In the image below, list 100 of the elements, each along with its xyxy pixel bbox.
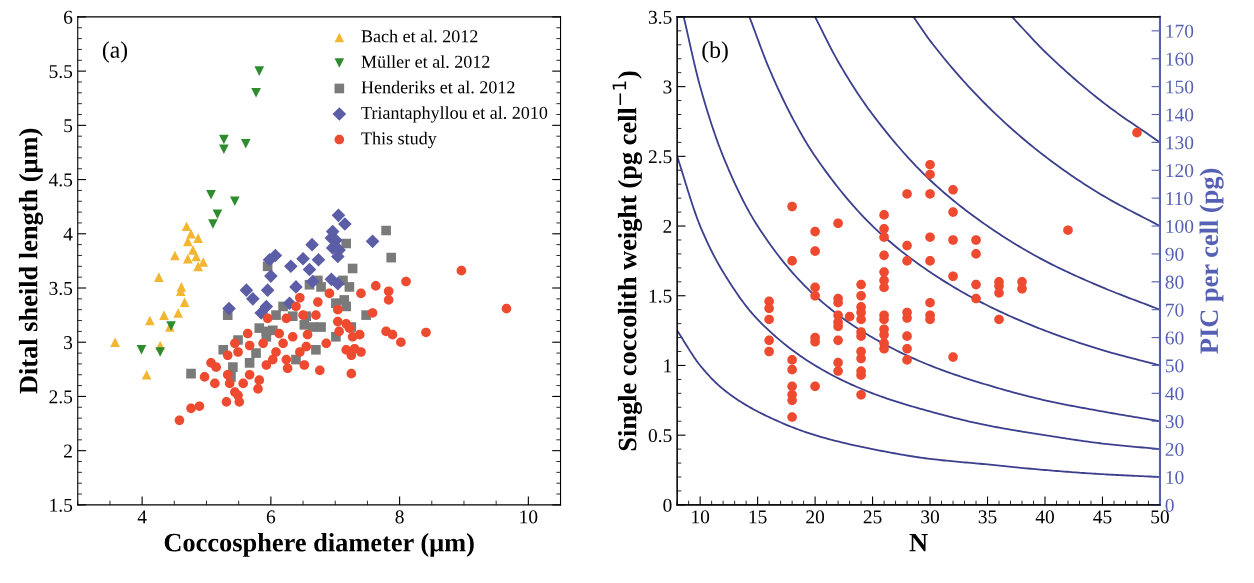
y-tick-label: 3.5 [648, 10, 672, 24]
y-tick-label: 2 [64, 444, 72, 458]
point [344, 282, 355, 292]
point [212, 209, 223, 220]
point [284, 259, 298, 274]
y2-axis-title: PIC per cell (pg) [1199, 168, 1224, 354]
point [338, 217, 352, 231]
y-axis-title: Single coccolith weight (pg cell$^{−1}$) [612, 71, 643, 451]
legend-label: Triantaphyllou et al. 2010 [361, 106, 548, 123]
point [228, 362, 238, 372]
y2-tick-label: 0 [1165, 498, 1174, 512]
point [193, 261, 203, 272]
point [155, 347, 165, 357]
point [239, 283, 254, 297]
x-tick-label: 50 [1151, 510, 1169, 524]
annotation: (a) [102, 41, 128, 63]
y2-tick-label: 160 [1166, 52, 1194, 66]
y-tick-label: 1.5 [50, 498, 73, 512]
y2-tick-label: 150 [1166, 80, 1194, 94]
point [341, 238, 351, 249]
point [181, 221, 192, 231]
point [198, 257, 209, 267]
point [145, 315, 155, 326]
point [246, 292, 260, 306]
x-tick-label: 8 [395, 510, 404, 524]
point [222, 301, 236, 316]
x-tick-label: 10 [520, 510, 538, 524]
point [251, 88, 261, 98]
point [240, 138, 251, 149]
point [110, 337, 120, 348]
y2-tick-label: 100 [1166, 219, 1194, 233]
y-tick-label: 3 [64, 336, 73, 350]
point [193, 233, 203, 243]
point [173, 308, 183, 318]
point [311, 345, 321, 355]
y2-tick-label: 30 [1165, 415, 1184, 429]
point [305, 274, 320, 289]
point [316, 322, 326, 332]
x-tick-label: 6 [266, 510, 276, 524]
x-tick-label: 40 [1035, 510, 1054, 524]
legend-label: Bach et al. 2012 [361, 29, 478, 43]
y2-tick-label: 130 [1166, 136, 1194, 150]
point [244, 358, 255, 368]
legend-label: Müller et al. 2012 [361, 55, 490, 68]
y-tick-label: 2.5 [49, 390, 73, 404]
x-tick-label: 10 [692, 510, 710, 524]
point [183, 236, 193, 247]
y-axis-title: Dital sheild length (μm) [18, 128, 44, 394]
point [264, 269, 278, 283]
point [230, 196, 240, 207]
point [219, 134, 229, 145]
y2-tick-label: 140 [1166, 108, 1194, 122]
point [268, 248, 283, 263]
x-tick-label: 30 [921, 510, 940, 524]
x-tick-label: 15 [749, 510, 767, 524]
y2-tick-label: 120 [1166, 164, 1194, 178]
point [311, 253, 326, 267]
y-tick-label: 3.5 [49, 281, 73, 296]
y-tick-label: 5 [64, 119, 73, 133]
y2-tick-label: 40 [1165, 387, 1184, 401]
x-axis-title: N [909, 533, 928, 552]
y2-tick-label: 50 [1165, 359, 1184, 373]
y-tick-label: 0 [663, 498, 672, 512]
x-axis-title: Coccosphere diameter (μm) [164, 532, 474, 557]
point [141, 369, 152, 380]
point [365, 234, 380, 249]
y-tick-label: 1.5 [649, 289, 672, 303]
point [136, 345, 147, 355]
legend-label: This study [361, 131, 437, 149]
point [331, 208, 346, 223]
x-tick-label: 45 [1093, 510, 1112, 524]
point [386, 252, 397, 263]
point [331, 276, 345, 291]
y2-tick-label: 170 [1166, 24, 1194, 38]
x-tick-label: 4 [137, 510, 147, 524]
point [254, 306, 269, 320]
point [159, 310, 169, 320]
point [341, 301, 351, 312]
y2-tick-label: 90 [1165, 247, 1184, 261]
y2-tick-label: 110 [1166, 191, 1193, 206]
point [206, 189, 216, 200]
point [154, 272, 164, 282]
y2-tick-label: 20 [1165, 442, 1184, 457]
legend-label: Henderiks et al. 2012 [361, 80, 515, 94]
point [251, 348, 261, 358]
y-tick-label: 4.5 [48, 173, 73, 187]
y2-tick-label: 70 [1166, 303, 1184, 317]
point [316, 282, 326, 292]
point [191, 251, 201, 262]
point [179, 297, 190, 307]
point [271, 310, 281, 320]
point [208, 219, 218, 229]
y2-tick-label: 10 [1166, 470, 1184, 484]
y2-tick-label: 60 [1165, 331, 1184, 345]
point [254, 66, 265, 76]
annotation: (b) [702, 41, 728, 63]
y2-tick-label: 80 [1165, 275, 1184, 289]
y-tick-label: 4 [63, 227, 73, 241]
point [219, 144, 229, 155]
point [305, 237, 319, 252]
